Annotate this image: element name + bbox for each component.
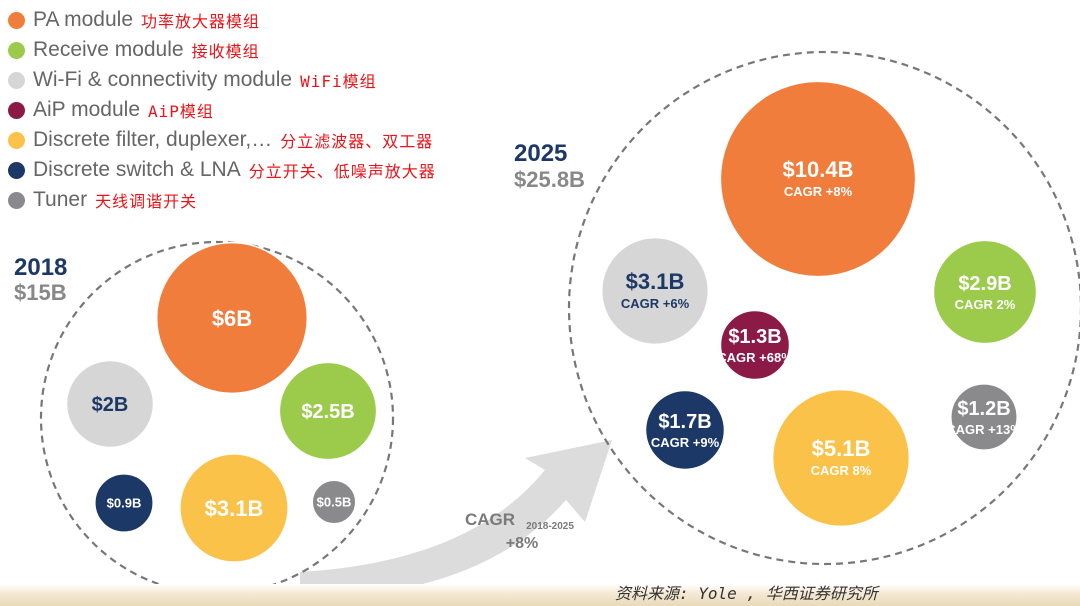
legend-label-pa: PA module	[33, 8, 134, 31]
legend-item-tuner: Tuner 天线调谐开关	[8, 185, 436, 215]
legend: PA module 功率放大器模组 Receive module 接收模组 Wi…	[8, 5, 436, 215]
legend-label-filter: Discrete filter, duplexer,…	[33, 128, 273, 151]
source-note: 资料来源: Yole , 华西证券研究所	[615, 584, 878, 603]
legend-cn-pa: 功率放大器模组	[141, 12, 261, 31]
bubble-cagr-wi-fi-connectivity-module-2025: CAGR +6%	[621, 296, 690, 311]
legend-item-wifi: Wi-Fi & connectivity module WiFi模组	[8, 65, 436, 95]
legend-cn-filter: 分立滤波器、双工器	[280, 132, 434, 151]
bubble-receive-module-2018	[278, 361, 378, 461]
bubble-cagr-discrete-switch-lna-2025: CAGR +9%	[651, 435, 720, 450]
bubble-aip-module-2025	[719, 309, 791, 381]
bubble-value-aip-module-2025: $1.3B	[728, 326, 781, 348]
bubble-cagr-tuner-2025: CAGR +13%	[946, 422, 1022, 437]
bubble-value-wi-fi-connectivity-module-2025: $3.1B	[626, 269, 685, 294]
bubble-value-receive-module-2025: $2.9B	[958, 273, 1011, 295]
legend-cn-wifi: WiFi模组	[300, 72, 377, 91]
total-label-2018: $15B	[14, 280, 67, 305]
arrow-cagr-label: CAGR	[465, 510, 515, 529]
legend-item-receive: Receive module 接收模组	[8, 35, 436, 65]
legend-item-switch: Discrete switch & LNA 分立开关、低噪声放大器	[8, 155, 436, 185]
legend-cn-switch: 分立开关、低噪声放大器	[248, 162, 436, 181]
bubble-value-discrete-filter-duplexer-2025: $5.1B	[812, 436, 871, 461]
total-label-2025: $25.8B	[514, 167, 585, 192]
legend-cn-tuner: 天线调谐开关	[95, 192, 198, 211]
arrow-period-label: 2018-2025	[526, 521, 574, 532]
bubble-discrete-switch-lna-2025	[644, 389, 726, 471]
legend-item-pa: PA module 功率放大器模组	[8, 5, 436, 35]
bubble-cagr-discrete-filter-duplexer-2025: CAGR 8%	[811, 463, 872, 478]
year-label-2025: 2025	[514, 140, 568, 167]
bubble-value-pa-module-2025: $10.4B	[783, 157, 854, 182]
legend-item-aip: AiP module AiP模组	[8, 95, 436, 125]
arrow-cagr-value: +8%	[506, 535, 538, 552]
group-outline-2025	[567, 50, 1080, 566]
legend-swatch-receive	[8, 41, 25, 59]
legend-swatch-filter	[8, 131, 25, 149]
legend-item-filter: Discrete filter, duplexer,… 分立滤波器、双工器	[8, 125, 436, 155]
legend-swatch-tuner	[8, 191, 25, 209]
bubble-tuner-2025	[950, 383, 1018, 451]
bubble-tuner-2018	[311, 479, 357, 525]
bubble-discrete-filter-duplexer-2025	[771, 388, 911, 528]
bubble-pa-module-2025	[719, 80, 917, 278]
bubble-value-tuner-2025: $1.2B	[957, 398, 1010, 420]
bubble-wi-fi-connectivity-module-2018	[65, 359, 155, 449]
bubble-value-receive-module-2018: $2.5B	[301, 401, 354, 423]
year-label-2018: 2018	[14, 254, 68, 281]
legend-cn-aip: AiP模组	[148, 102, 214, 121]
legend-label-tuner: Tuner	[33, 188, 88, 211]
bubble-receive-module-2025	[932, 239, 1038, 345]
legend-swatch-switch	[8, 161, 25, 179]
legend-label-receive: Receive module	[33, 38, 184, 61]
legend-swatch-pa	[8, 11, 25, 29]
bubble-value-discrete-switch-lna-2018: $0.9B	[107, 496, 142, 511]
growth-arrow	[300, 440, 612, 598]
legend-swatch-wifi	[8, 71, 25, 89]
legend-label-aip: AiP module	[33, 98, 141, 121]
bubble-cagr-aip-module-2025: CAGR +68%	[717, 350, 793, 365]
bottom-decor-band	[0, 584, 1080, 606]
bubble-discrete-filter-duplexer-2018	[179, 453, 289, 563]
bubble-value-tuner-2018: $0.5B	[317, 495, 352, 510]
legend-label-switch: Discrete switch & LNA	[33, 158, 241, 181]
bubble-pa-module-2018	[155, 241, 309, 395]
legend-cn-receive: 接收模组	[191, 42, 260, 61]
bubble-value-discrete-filter-duplexer-2018: $3.1B	[205, 496, 264, 521]
bubble-value-discrete-switch-lna-2025: $1.7B	[658, 411, 711, 433]
bubble-wi-fi-connectivity-module-2025	[600, 236, 710, 346]
bubble-value-wi-fi-connectivity-module-2018: $2B	[92, 394, 129, 416]
bubble-discrete-switch-lna-2018	[94, 473, 154, 533]
bubble-cagr-pa-module-2025: CAGR +8%	[784, 184, 853, 199]
bubble-value-pa-module-2018: $6B	[212, 306, 252, 331]
legend-swatch-aip	[8, 101, 25, 119]
legend-label-wifi: Wi-Fi & connectivity module	[33, 68, 293, 91]
bubble-cagr-receive-module-2025: CAGR 2%	[955, 297, 1016, 312]
